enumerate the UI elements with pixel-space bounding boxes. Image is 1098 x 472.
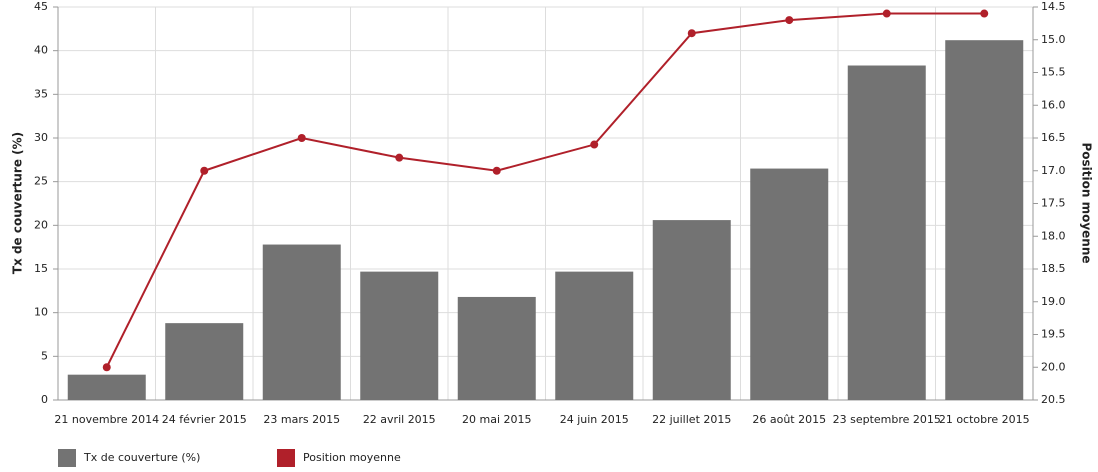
y-tick-label: 20: [34, 218, 48, 231]
legend-label: Position moyenne: [303, 451, 401, 464]
bar: [847, 65, 926, 400]
y2-tick-label: 19.5: [1041, 328, 1066, 341]
line-point: [590, 140, 599, 149]
y-tick-label: 0: [41, 393, 48, 406]
bar: [67, 374, 146, 400]
line: [105, 12, 985, 368]
y2-tick-label: 19.0: [1041, 295, 1066, 308]
y2-tick-label: 18.5: [1041, 262, 1066, 275]
y2-tick-label: 17.5: [1041, 197, 1066, 210]
y2-tick-label: 14.5: [1041, 0, 1066, 13]
bar: [457, 296, 536, 400]
y-tick-label: 30: [34, 131, 48, 144]
y-tick-label: 35: [34, 87, 48, 100]
x-tick-label: 23 septembre 2015: [833, 413, 941, 426]
x-tick-label: 23 mars 2015: [263, 413, 340, 426]
line-point: [395, 153, 404, 162]
line-point: [687, 29, 696, 38]
y-tick-label: 5: [41, 349, 48, 362]
bar: [945, 40, 1024, 400]
x-tick-label: 24 juin 2015: [560, 413, 629, 426]
legend-swatch: [277, 449, 295, 467]
y2-tick-label: 16.5: [1041, 131, 1066, 144]
y-tick-label: 40: [34, 44, 48, 57]
line-point: [785, 16, 794, 25]
y-tick-label: 25: [34, 175, 48, 188]
line-point: [980, 9, 989, 18]
y-axis-title: Tx de couverture (%): [11, 132, 25, 274]
line-point: [102, 363, 111, 372]
y2-axis-title: Position moyenne: [1080, 142, 1094, 263]
bar: [555, 271, 634, 400]
y2-tick-label: 16.0: [1041, 98, 1066, 111]
line-point: [200, 166, 209, 175]
y2-tick-label: 20.0: [1041, 360, 1066, 373]
line-point: [882, 9, 891, 18]
legend-swatch: [58, 449, 76, 467]
x-tick-label: 21 novembre 2014: [54, 413, 159, 426]
line-point: [297, 134, 306, 142]
x-tick-label: 24 février 2015: [162, 413, 247, 426]
y-tick-label: 45: [34, 0, 48, 13]
bar: [360, 271, 439, 400]
bar: [262, 244, 341, 400]
y2-tick-label: 15.5: [1041, 66, 1066, 79]
x-tick-label: 26 août 2015: [752, 413, 826, 426]
y2-tick-label: 20.5: [1041, 393, 1066, 406]
y2-tick-label: 17.0: [1041, 164, 1066, 177]
line-point: [492, 166, 501, 175]
y-tick-label: 10: [34, 306, 48, 319]
bar: [652, 220, 731, 400]
x-tick-label: 22 juillet 2015: [652, 413, 731, 426]
y-tick-label: 15: [34, 262, 48, 275]
y2-tick-label: 15.0: [1041, 33, 1066, 46]
bar: [165, 323, 244, 400]
x-tick-label: 21 octobre 2015: [939, 413, 1030, 426]
bar: [750, 168, 829, 400]
x-tick-label: 20 mai 2015: [462, 413, 532, 426]
legend-label: Tx de couverture (%): [83, 451, 200, 464]
x-tick-label: 22 avril 2015: [363, 413, 436, 426]
y2-tick-label: 18.0: [1041, 229, 1066, 242]
